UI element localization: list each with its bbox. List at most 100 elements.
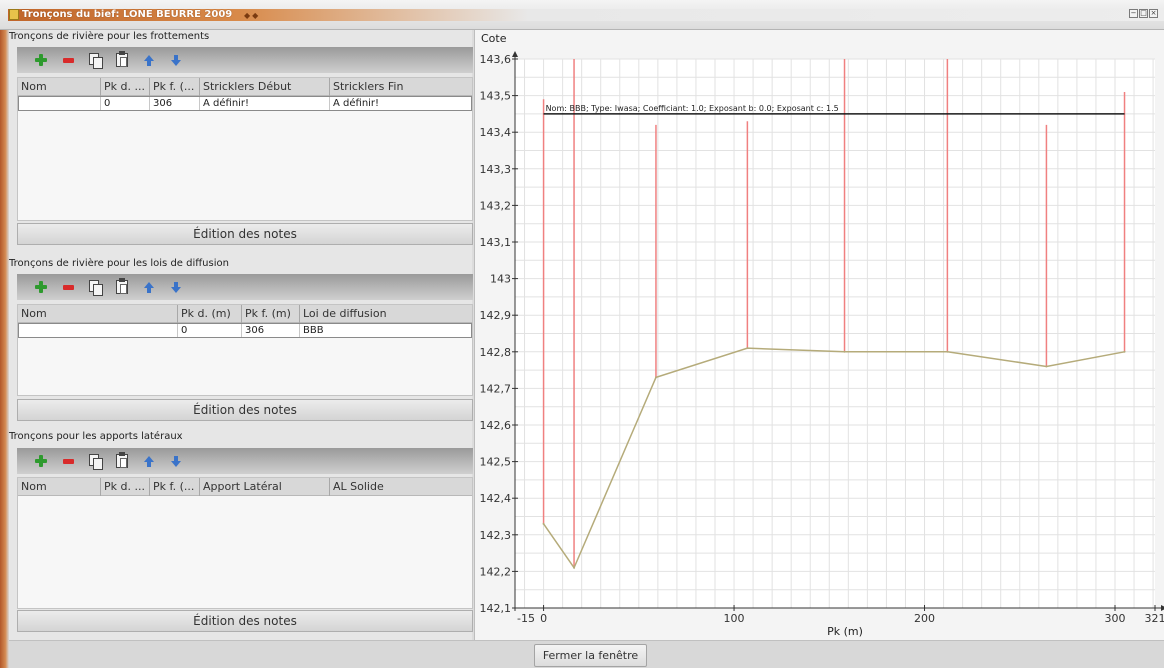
- minus-icon: [62, 57, 74, 63]
- diffusion-paste-button[interactable]: [114, 278, 130, 295]
- chart-profile-series: [542, 347, 1126, 570]
- y-tick-label: 142,9: [480, 309, 512, 322]
- left-panel: Tronçons de rivière pour les frottements…: [9, 30, 473, 640]
- friction-section-title: Tronçons de rivière pour les frottements: [9, 31, 210, 42]
- cell-stricklers-fin[interactable]: A définir!: [333, 98, 380, 109]
- column-header-pk-fin[interactable]: Pk f. (...: [150, 78, 200, 96]
- column-header-nom[interactable]: Nom: [18, 478, 101, 496]
- friction-move-up-button[interactable]: [141, 52, 157, 68]
- close-window-footer-button[interactable]: Fermer la fenêtre: [534, 644, 647, 667]
- title-decoration-icon: ◆◆: [244, 11, 261, 20]
- lateral-move-up-button[interactable]: [141, 453, 157, 469]
- arrow-down-icon: [171, 54, 181, 66]
- paste-icon: [116, 278, 128, 294]
- copy-icon: [88, 280, 103, 296]
- chart-tick-labels: 142,1 142,2 142,3 142,4 142,5 142,6 142,7 142,8…: [480, 32, 1164, 638]
- paste-icon: [116, 452, 128, 468]
- y-tick-label: 143,2: [480, 199, 512, 212]
- column-header-pk-fin[interactable]: Pk f. (m): [242, 305, 300, 323]
- cell-loi-diffusion[interactable]: BBB: [303, 325, 324, 336]
- diffusion-toolbar: [17, 274, 473, 300]
- friction-add-button[interactable]: [33, 52, 49, 68]
- diffusion-remove-button[interactable]: [60, 279, 76, 295]
- friction-table[interactable]: Nom Pk d. ... Pk f. (... Stricklers Débu…: [17, 77, 473, 221]
- column-header-nom[interactable]: Nom: [18, 78, 101, 96]
- column-header-stricklers-fin[interactable]: Stricklers Fin: [333, 80, 404, 93]
- column-header-pk-debut[interactable]: Pk d. ...: [101, 478, 150, 496]
- minimize-button[interactable]: −: [1129, 9, 1138, 18]
- column-header-nom[interactable]: Nom: [18, 305, 178, 323]
- chart-annotation-layer: Nom: BBB; Type: Iwasa; Coefficiant: 1.0;…: [543, 104, 1125, 115]
- y-tick-label: 142,4: [480, 492, 512, 505]
- cell-nom[interactable]: [19, 324, 178, 337]
- column-header-al-solide[interactable]: AL Solide: [333, 480, 384, 493]
- x-tick-label: 100: [724, 612, 745, 625]
- friction-move-down-button[interactable]: [168, 52, 184, 68]
- y-tick-label: 143,3: [480, 163, 512, 176]
- diffusion-copy-button[interactable]: [87, 279, 103, 296]
- lateral-notes-button[interactable]: Édition des notes: [17, 610, 473, 632]
- annotation-label: Nom: BBB; Type: Iwasa; Coefficiant: 1.0;…: [546, 104, 839, 113]
- diffusion-notes-button[interactable]: Édition des notes: [17, 399, 473, 421]
- maximize-button[interactable]: □: [1139, 9, 1148, 18]
- y-axis-arrow-icon: [512, 51, 518, 57]
- cell-pk-debut[interactable]: 0: [101, 97, 150, 110]
- column-header-stricklers-debut[interactable]: Stricklers Début: [200, 78, 330, 96]
- diffusion-section-title: Tronçons de rivière pour les lois de dif…: [9, 258, 229, 269]
- column-header-loi-diffusion[interactable]: Loi de diffusion: [303, 307, 387, 320]
- profile-point: [946, 350, 949, 353]
- diffusion-move-down-button[interactable]: [168, 279, 184, 295]
- y-axis-title: Cote: [481, 32, 507, 45]
- friction-remove-button[interactable]: [60, 52, 76, 68]
- close-window-button[interactable]: ×: [1149, 9, 1158, 18]
- chart-panel[interactable]: Nom: BBB; Type: Iwasa; Coefficiant: 1.0;…: [474, 30, 1164, 640]
- diffusion-add-button[interactable]: [33, 279, 49, 295]
- cell-nom[interactable]: [19, 97, 101, 110]
- lateral-add-button[interactable]: [33, 453, 49, 469]
- friction-notes-button[interactable]: Édition des notes: [17, 223, 473, 245]
- lateral-remove-button[interactable]: [60, 453, 76, 469]
- table-row[interactable]: 0 306 A définir! A définir!: [18, 96, 472, 111]
- diffusion-move-up-button[interactable]: [141, 279, 157, 295]
- column-header-pk-debut[interactable]: Pk d. (m): [178, 305, 242, 323]
- window-left-border: [0, 30, 9, 668]
- cell-pk-debut[interactable]: 0: [178, 324, 242, 337]
- friction-paste-button[interactable]: [114, 51, 130, 68]
- arrow-up-icon: [144, 54, 154, 66]
- profile-point: [843, 350, 846, 353]
- y-tick-label: 143,6: [480, 53, 512, 66]
- y-tick-label: 142,7: [480, 382, 512, 395]
- y-tick-label: 142,2: [480, 565, 512, 578]
- minus-icon: [62, 284, 74, 290]
- table-row[interactable]: 0 306 BBB: [18, 323, 472, 338]
- plus-icon: [35, 455, 47, 467]
- friction-copy-button[interactable]: [87, 52, 103, 69]
- y-tick-label: 143,4: [480, 126, 512, 139]
- column-header-pk-fin[interactable]: Pk f. (...: [150, 478, 200, 496]
- diffusion-table-header: Nom Pk d. (m) Pk f. (m) Loi de diffusion: [18, 305, 472, 323]
- x-tick-label: 0: [540, 612, 547, 625]
- profile-point: [746, 347, 749, 350]
- app-icon: [9, 9, 19, 20]
- arrow-up-icon: [144, 281, 154, 293]
- plus-icon: [35, 54, 47, 66]
- lateral-move-down-button[interactable]: [168, 453, 184, 469]
- lateral-copy-button[interactable]: [87, 453, 103, 470]
- window-title-bar[interactable]: Tronçons du bief: LONE BEURRE 2009 ◆◆ − …: [0, 0, 1164, 30]
- cell-pk-fin[interactable]: 306: [242, 324, 300, 337]
- lateral-table[interactable]: Nom Pk d. ... Pk f. (... Apport Latéral …: [17, 477, 473, 609]
- friction-toolbar: [17, 47, 473, 73]
- lateral-paste-button[interactable]: [114, 452, 130, 469]
- profile-chart[interactable]: Nom: BBB; Type: Iwasa; Coefficiant: 1.0;…: [475, 30, 1164, 640]
- chart-grid: [515, 58, 1155, 609]
- column-header-pk-debut[interactable]: Pk d. ...: [101, 78, 150, 96]
- y-tick-label: 143,5: [480, 90, 512, 103]
- y-tick-label: 142,1: [480, 602, 512, 615]
- cell-stricklers-debut[interactable]: A définir!: [200, 97, 330, 110]
- window-controls: − □ ×: [1129, 9, 1158, 18]
- diffusion-table[interactable]: Nom Pk d. (m) Pk f. (m) Loi de diffusion…: [17, 304, 473, 396]
- column-header-apport-lateral[interactable]: Apport Latéral: [200, 478, 330, 496]
- y-tick-label: 142,8: [480, 346, 512, 359]
- cell-pk-fin[interactable]: 306: [150, 97, 200, 110]
- y-tick-label: 143,1: [480, 236, 512, 249]
